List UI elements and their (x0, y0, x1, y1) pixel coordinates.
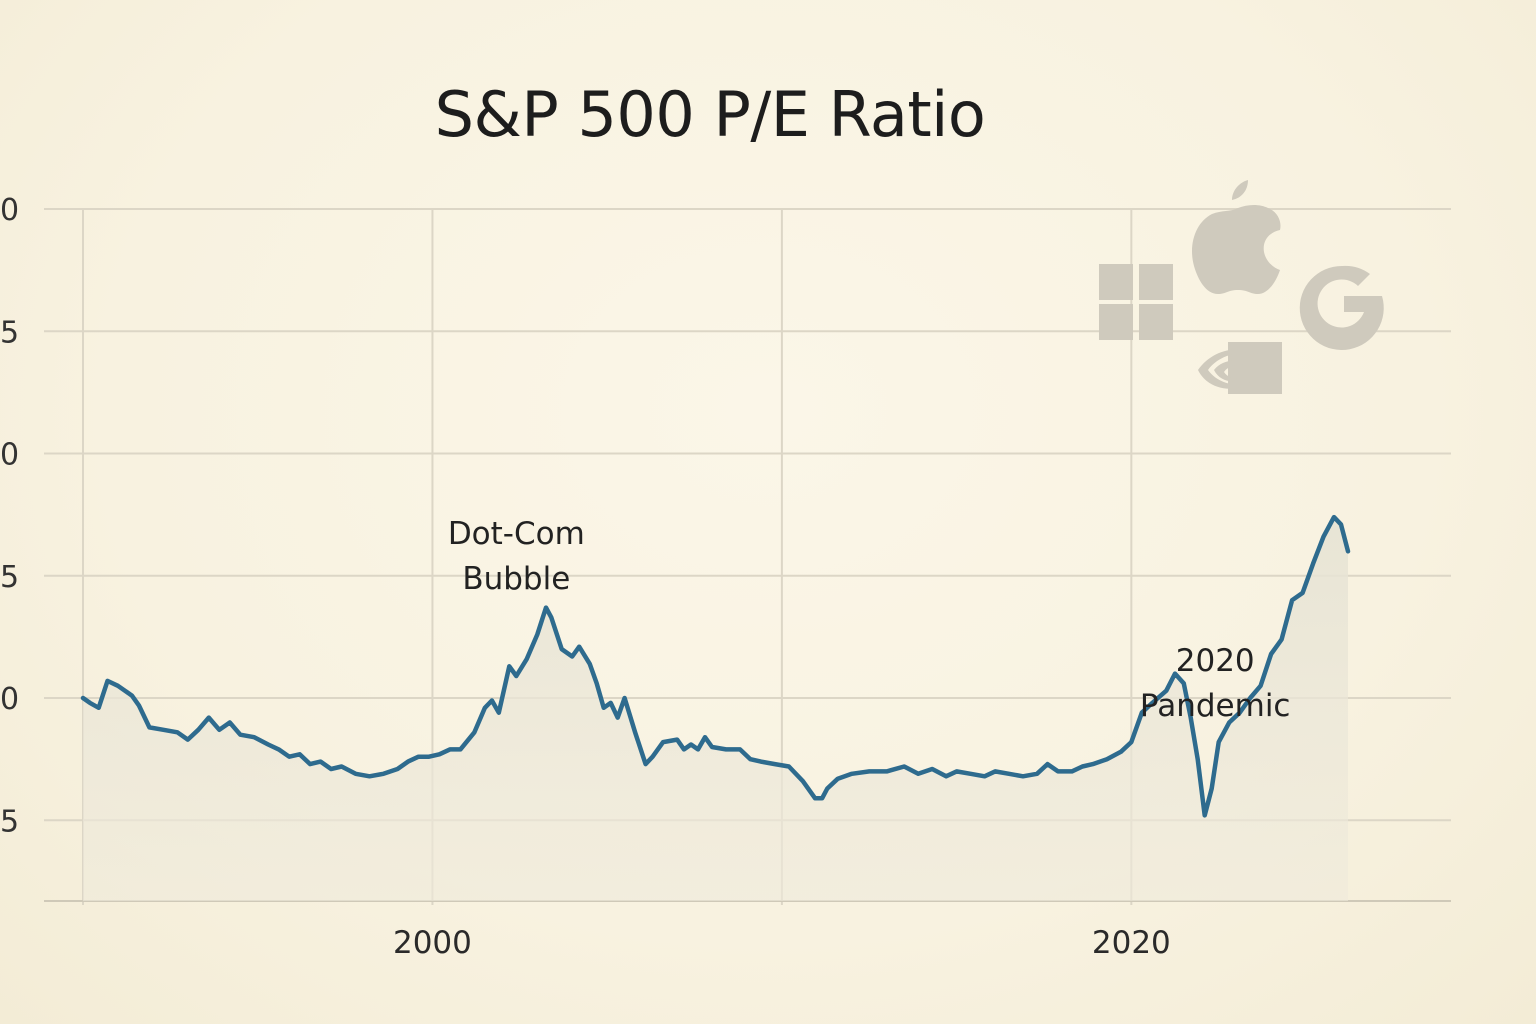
y-tick-label: 5 (0, 560, 19, 595)
y-tick-label: 0 (0, 438, 19, 473)
series-area (83, 517, 1348, 901)
y-tick-label: 0 (0, 682, 19, 717)
annotation-label: Dot-Com (448, 516, 585, 552)
nvidia-icon (1198, 342, 1282, 394)
annotation-label: Pandemic (1140, 688, 1291, 724)
area-layer (83, 517, 1348, 901)
annotation-label: 2020 (1176, 643, 1255, 679)
x-tick-label: 2020 (1092, 925, 1171, 961)
y-tick-label: 0 (0, 193, 19, 228)
chart-title: S&P 500 P/E Ratio (434, 78, 986, 151)
line-layer (80, 514, 1351, 818)
company-logos (1099, 180, 1384, 394)
x-tick-label: 2000 (393, 925, 472, 961)
annotation-label: Bubble (462, 561, 570, 597)
apple-icon (1192, 180, 1281, 294)
series-line (80, 514, 1351, 818)
y-tick-label: 5 (0, 315, 19, 350)
google-icon (1299, 265, 1384, 350)
y-tick-label: 5 (0, 804, 19, 839)
windows-icon (1099, 264, 1173, 340)
label-layer: Dot-Com Bubble 2020 Pandemic (448, 516, 1291, 724)
